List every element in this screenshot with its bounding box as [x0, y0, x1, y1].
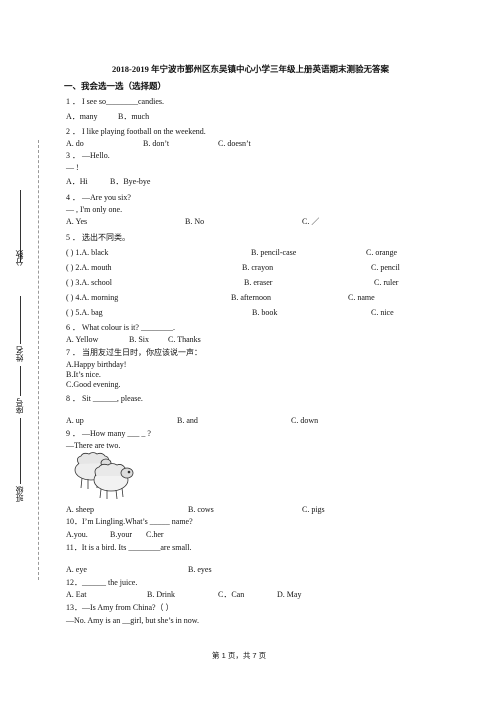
q10-option-c: C.her [146, 530, 164, 539]
q5-row1: ( ) 1.A. black [66, 248, 109, 257]
q4-option-a: A. Yes [66, 217, 88, 226]
section-heading: 一、我会选一选（选择题） [64, 81, 167, 91]
q5-row3: ( ) 3.A. school [66, 278, 112, 287]
q8-option-c: C. down [291, 416, 319, 425]
q12-option-d: D. May [277, 590, 302, 599]
q12-option-a: A. Eat [66, 590, 87, 599]
q9-option-c: C. pigs [302, 505, 325, 514]
q9-option-b: B. cows [188, 505, 214, 514]
q5-row2-c: C. pencil [371, 263, 400, 272]
q6-option-b: B. Six [129, 335, 150, 344]
q4-line2: — , I'm only one. [66, 205, 123, 214]
q5-row1-b: B. pencil-case [251, 248, 297, 257]
q1-option-b: B．much [118, 112, 150, 121]
q7-stem: 7 ． 当朋友过生日时，你应该说一声： [66, 348, 202, 357]
q2-stem: 2 ． I like playing football on the weeke… [66, 127, 206, 136]
q5-row2: ( ) 2.A. mouth [66, 263, 112, 272]
class-label: 班级 [15, 486, 24, 502]
q5-row2-b: B. crayon [242, 263, 274, 272]
q5-row4: ( ) 4.A. morning [66, 293, 119, 302]
q8-stem: 8 ． Sit ______, please. [66, 394, 143, 403]
q10-option-a: A.you. [66, 530, 88, 539]
q1-option-a: A．many [66, 112, 98, 121]
score-label: 分数 [15, 250, 24, 266]
q7-option-b: B.It’s nice. [66, 370, 101, 379]
q7-option-c: C.Good evening. [66, 380, 121, 389]
q5-row1-c: C. orange [366, 248, 398, 257]
q9-line2: —There are two. [66, 441, 121, 450]
q13-stem: 13．—Is Amy from China?（ ） [66, 603, 174, 612]
q9-option-a: A. sheep [66, 505, 94, 514]
q5-row4-b: B. afternoon [231, 293, 271, 302]
q3-line2: — ! [66, 163, 79, 172]
q5-row5-c: C. nice [371, 308, 394, 317]
class-underline [20, 418, 21, 484]
q10-stem: 10．I’m Lingling.What’s _____ name? [66, 517, 193, 526]
q12-option-c: C．Can [218, 590, 245, 599]
binding-dashed-line [38, 140, 39, 580]
q6-option-c: C. Thanks [168, 335, 201, 344]
name-label: 姓名 [15, 346, 24, 362]
q10-option-b: B.your [110, 530, 132, 539]
q2-option-c: C. doesn’t [218, 139, 251, 148]
q8-option-a: A. up [66, 416, 84, 425]
page-title: 2018-2019 年宁波市鄞州区东吴镇中心小学三年级上册英语期末测验无答案 [112, 64, 389, 74]
q12-stem: 12．______ the juice. [66, 578, 138, 587]
q11-option-a: A. eye [66, 565, 87, 574]
q13-line2: —No. Amy is an __girl, but she’s in now. [66, 616, 200, 625]
q1-stem: 1 ． I see so________candies. [66, 97, 164, 106]
q5-row5-b: B. book [252, 308, 278, 317]
q9-stem: 9 ． —How many ___ _ ? [66, 429, 151, 438]
q5-stem: 5 ． 选出不同类。 [66, 233, 130, 242]
q5-row4-c: C. name [348, 293, 375, 302]
q2-option-a: A. do [66, 139, 84, 148]
q5-row3-b: B. eraser [244, 278, 273, 287]
q11-stem: 11．It is a bird. Its ________are small. [66, 543, 192, 552]
q6-stem: 6 ． What colour is it? ________. [66, 323, 175, 332]
name-underline [20, 296, 21, 344]
q2-option-b: B. don’t [143, 139, 170, 148]
id-underline [20, 366, 21, 396]
q7-option-a: A.Happy birthday! [66, 360, 127, 369]
q11-option-b: B. eyes [188, 565, 212, 574]
q4-option-b: B. No [185, 217, 205, 226]
q3-stem: 3 ． —Hello. [66, 151, 110, 160]
q3-option-a: A．Hi [66, 177, 88, 186]
score-underline [20, 190, 21, 262]
page-footer: 第 1 页，共 7 页 [212, 651, 267, 660]
q5-row5: ( ) 5.A. bag [66, 308, 103, 317]
q3-option-b: B．Bye-bye [110, 177, 151, 186]
q4-option-c: C. ／ [302, 217, 320, 226]
q5-row3-c: C. ruler [374, 278, 399, 287]
sheep-illustration [74, 452, 134, 500]
q12-option-b: B. Drink [147, 590, 175, 599]
q4-stem: 4 ． —Are you six? [66, 193, 131, 202]
id-label: 座号 [15, 398, 24, 414]
q6-option-a: A. Yellow [66, 335, 99, 344]
q8-option-b: B. and [177, 416, 198, 425]
